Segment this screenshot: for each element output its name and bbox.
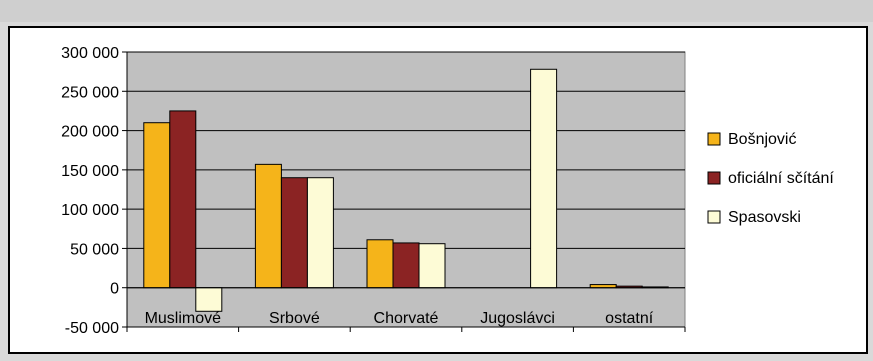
y-tick-label: 100 000: [61, 202, 119, 219]
bar: [392, 242, 420, 289]
bar: [418, 243, 446, 289]
bar: [143, 122, 171, 289]
legend: Bošnjović oficiální sčítání Spasovski: [698, 118, 866, 256]
legend-swatch: [707, 171, 721, 185]
x-tick-label: Jugoslávci: [480, 310, 555, 327]
y-tick-label: 150 000: [61, 163, 119, 180]
bar: [169, 110, 197, 289]
x-tick-label: ostatní: [605, 310, 654, 327]
y-tick-label: 50 000: [70, 241, 119, 258]
scanned-page-background: [0, 0, 873, 22]
legend-label: Bošnjović: [728, 131, 796, 148]
x-tick-label: Chorvaté: [374, 310, 439, 327]
legend-label: Spasovski: [728, 209, 801, 226]
x-axis-ticks: Muslimové Srbové Chorvaté Jugoslávci ostatní: [126, 310, 686, 332]
y-tick-label: -50 000: [65, 320, 119, 337]
y-tick-label: 0: [110, 281, 119, 298]
bar: [530, 68, 558, 289]
bar: [366, 239, 394, 289]
legend-label: oficiální sčítání: [728, 170, 834, 187]
y-tick-label: 200 000: [61, 124, 119, 141]
x-tick-label: Muslimové: [145, 310, 222, 327]
y-tick-label: 250 000: [61, 84, 119, 101]
legend-swatch: [707, 210, 721, 224]
legend-box: [698, 118, 866, 256]
bar: [306, 177, 334, 289]
y-axis-ticks: -50 000 0 50 000 100 000 150 000 200 000 250 0…: [61, 45, 127, 337]
x-tick-label: Srbové: [269, 310, 320, 327]
bar: [280, 177, 308, 289]
legend-swatch: [707, 132, 721, 146]
bar: [195, 287, 223, 312]
bar: [254, 163, 282, 289]
y-tick-label: 300 000: [61, 45, 119, 62]
